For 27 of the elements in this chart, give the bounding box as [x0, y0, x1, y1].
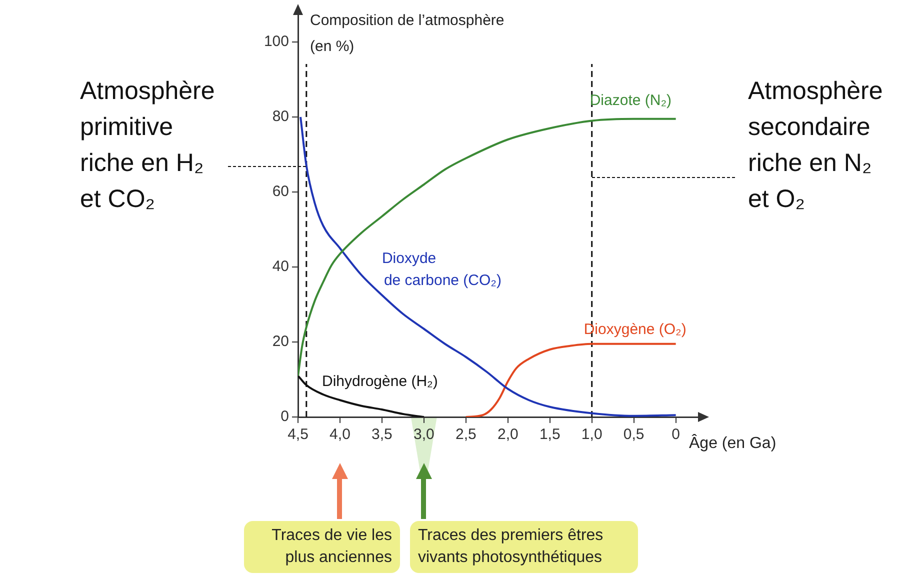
y-tick-label: 20 [272, 333, 289, 350]
x-tick-label: 3,0 [414, 426, 434, 444]
x-tick-label: 2,0 [497, 426, 518, 444]
x-tick-label: 1,0 [581, 426, 602, 444]
x-tick-label: 2,5 [455, 426, 476, 444]
line-series [464, 342, 677, 417]
x-axis-title: Âge (en Ga) [689, 435, 776, 453]
x-tick-label: 4,0 [330, 426, 350, 444]
y-tick-label: 80 [272, 108, 289, 126]
x-tick-label: 1,5 [539, 426, 560, 444]
y-tick-label: 60 [272, 183, 289, 200]
y-axis-title: Composition de l’atmosphère (en %) [310, 11, 506, 57]
series-label: Dioxygène (O₂) [584, 320, 686, 338]
series-label: Diazote (N₂) [590, 92, 672, 109]
series-label: Dioxyde de carbone (CO₂) [382, 250, 502, 290]
y-tick-label: 0 [280, 408, 289, 426]
y-tick-label: 100 [264, 33, 289, 50]
y-tick-label: 40 [272, 258, 289, 276]
text: Traces de vie les plus anciennes [244, 521, 400, 573]
series-label: Dihydrogène (H₂) [322, 372, 438, 390]
x-tick-label: 3,5 [372, 426, 392, 444]
x-tick-label: 4,5 [288, 426, 308, 444]
annotation: Atmosphère secondaire riche en N₂ et O₂ [748, 76, 884, 215]
x-tick-label: 0,5 [623, 426, 644, 444]
text: Traces des premiers êtres vivants photosynthétiques [410, 521, 638, 573]
annotation: Atmosphère primitive riche en H₂ et CO₂ [80, 76, 216, 215]
x-tick-label: 0 [672, 426, 680, 444]
